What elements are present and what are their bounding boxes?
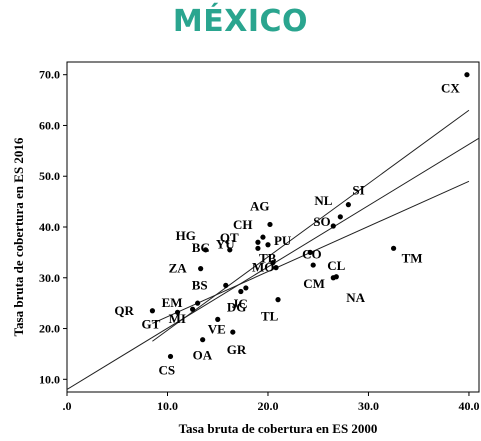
- y-tick-label: 40.0: [39, 220, 60, 234]
- data-point-cl: [310, 262, 316, 268]
- y-tick-label: 50.0: [39, 169, 60, 183]
- data-point-za: [198, 266, 204, 272]
- data-points: [149, 72, 470, 360]
- data-point-bc: [227, 247, 233, 253]
- point-label-za: ZA: [169, 261, 188, 276]
- x-tick-label: 10.0: [157, 399, 178, 413]
- point-label-ch: CH: [233, 217, 253, 232]
- data-point-mi: [190, 306, 196, 312]
- data-point-ch: [260, 234, 266, 240]
- point-label-gt: GT: [142, 316, 161, 331]
- y-axis-title: Tasa bruta de cobertura en ES 2016: [11, 137, 26, 336]
- data-point-tm: [390, 245, 397, 251]
- point-label-nl: NL: [314, 193, 332, 208]
- x-tick-label: .0: [63, 399, 72, 413]
- point-label-ve: VE: [208, 321, 226, 336]
- data-point-co: [307, 249, 313, 255]
- point-label-dg: DG: [227, 299, 247, 314]
- y-tick-label: 10.0: [39, 372, 60, 386]
- y-tick-label: 60.0: [39, 118, 60, 132]
- point-label-co: CO: [302, 246, 322, 261]
- point-label-tm: TM: [402, 250, 423, 265]
- point-label-cl: CL: [327, 258, 345, 273]
- data-point-si: [345, 202, 351, 208]
- point-label-so: SO: [313, 214, 330, 229]
- point-label-na: NA: [346, 290, 365, 305]
- point-label-hg: HG: [176, 228, 196, 243]
- data-point-mo: [273, 265, 279, 271]
- point-label-qr: QR: [114, 303, 134, 318]
- data-point-cx: [464, 72, 470, 78]
- data-point-bs: [223, 282, 229, 288]
- data-point-jc: [243, 285, 249, 291]
- y-tick-label: 30.0: [39, 271, 60, 285]
- point-label-tl: TL: [261, 309, 279, 324]
- data-point-tl: [275, 297, 281, 303]
- data-point-oa: [200, 337, 206, 343]
- point-label-em: EM: [162, 295, 183, 310]
- y-tick-label: 70.0: [39, 68, 60, 82]
- data-point-ag: [267, 221, 273, 228]
- plot-area: [66, 61, 480, 393]
- x-tick-label: 20.0: [257, 399, 278, 413]
- x-tick-label: 30.0: [358, 399, 379, 413]
- point-label-cx: CX: [441, 81, 460, 96]
- point-label-si: SI: [352, 183, 364, 198]
- axis-ticks: .0 10.0 20.0 30.0 40.010.020.030.040.050.060…: [39, 68, 479, 413]
- data-point-na: [333, 274, 339, 280]
- data-point-pu: [265, 242, 271, 248]
- chart-title: MÉXICO: [172, 4, 309, 39]
- x-tick-label: 40.0: [458, 399, 479, 413]
- point-label-pu: PU: [274, 233, 292, 248]
- point-label-oa: OA: [193, 348, 213, 363]
- point-label-ag: AG: [250, 198, 269, 213]
- x-axis-title: Tasa bruta de cobertura en ES 2000: [179, 421, 378, 436]
- plot-frame: [66, 61, 480, 393]
- data-point-nl: [337, 214, 343, 220]
- point-label-mi: MI: [169, 311, 186, 326]
- data-point-yu: [255, 245, 261, 251]
- data-point-tb: [270, 259, 276, 266]
- data-point-hg: [203, 247, 209, 253]
- data-point-qt: [255, 239, 261, 245]
- point-label-mo: MO: [252, 260, 274, 275]
- point-label-cm: CM: [303, 276, 325, 291]
- point-label-cs: CS: [159, 362, 176, 377]
- y-tick-label: 20.0: [39, 322, 60, 336]
- data-point-qr: [149, 308, 156, 314]
- data-point-dg: [238, 288, 244, 295]
- point-label-gr: GR: [227, 342, 247, 357]
- point-label-jc: JC: [232, 296, 248, 311]
- data-point-so: [330, 223, 336, 229]
- data-point-ve: [215, 316, 221, 322]
- data-point-gr: [230, 329, 236, 335]
- data-point-em: [195, 300, 201, 306]
- point-label-bc: BC: [192, 240, 210, 255]
- data-point-gt: [174, 309, 181, 315]
- point-label-qt: QT: [220, 230, 239, 245]
- confidence-band-upper: [152, 109, 470, 342]
- point-label-bs: BS: [192, 277, 208, 292]
- point-label-tb: TB: [259, 251, 277, 266]
- point-label-yu: YU: [216, 236, 235, 251]
- data-point-cs: [167, 353, 174, 360]
